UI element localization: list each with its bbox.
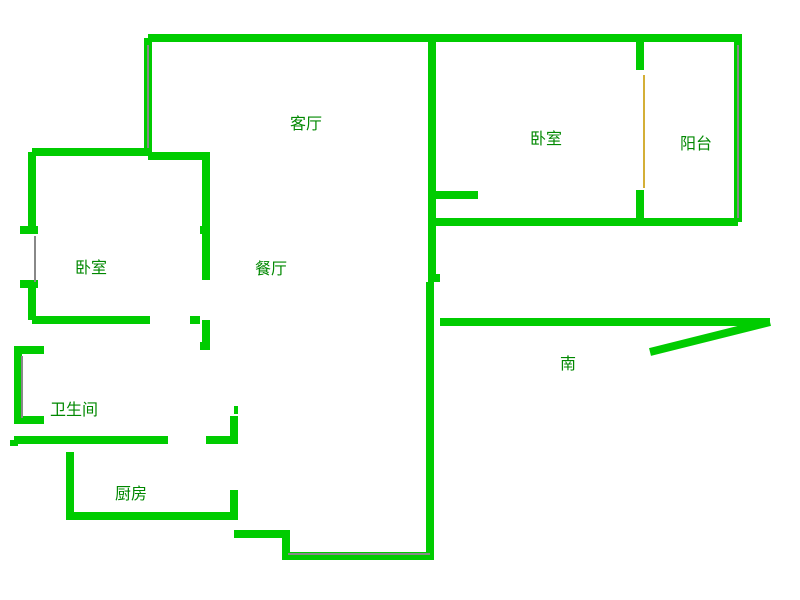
label-dining: 餐厅 [255, 255, 287, 279]
label-bathroom: 卫生间 [50, 396, 98, 420]
label-balcony: 阳台 [680, 130, 712, 154]
label-kitchen: 厨房 [115, 480, 147, 504]
label-bedroom-left: 卧室 [75, 254, 107, 278]
floorplan-container: 客厅 卧室 阳台 卧室 餐厅 卫生间 厨房 南 [0, 0, 800, 600]
floorplan-svg [0, 0, 800, 600]
label-south: 南 [560, 350, 576, 374]
label-bedroom-right: 卧室 [530, 125, 562, 149]
label-living-room: 客厅 [290, 110, 322, 134]
